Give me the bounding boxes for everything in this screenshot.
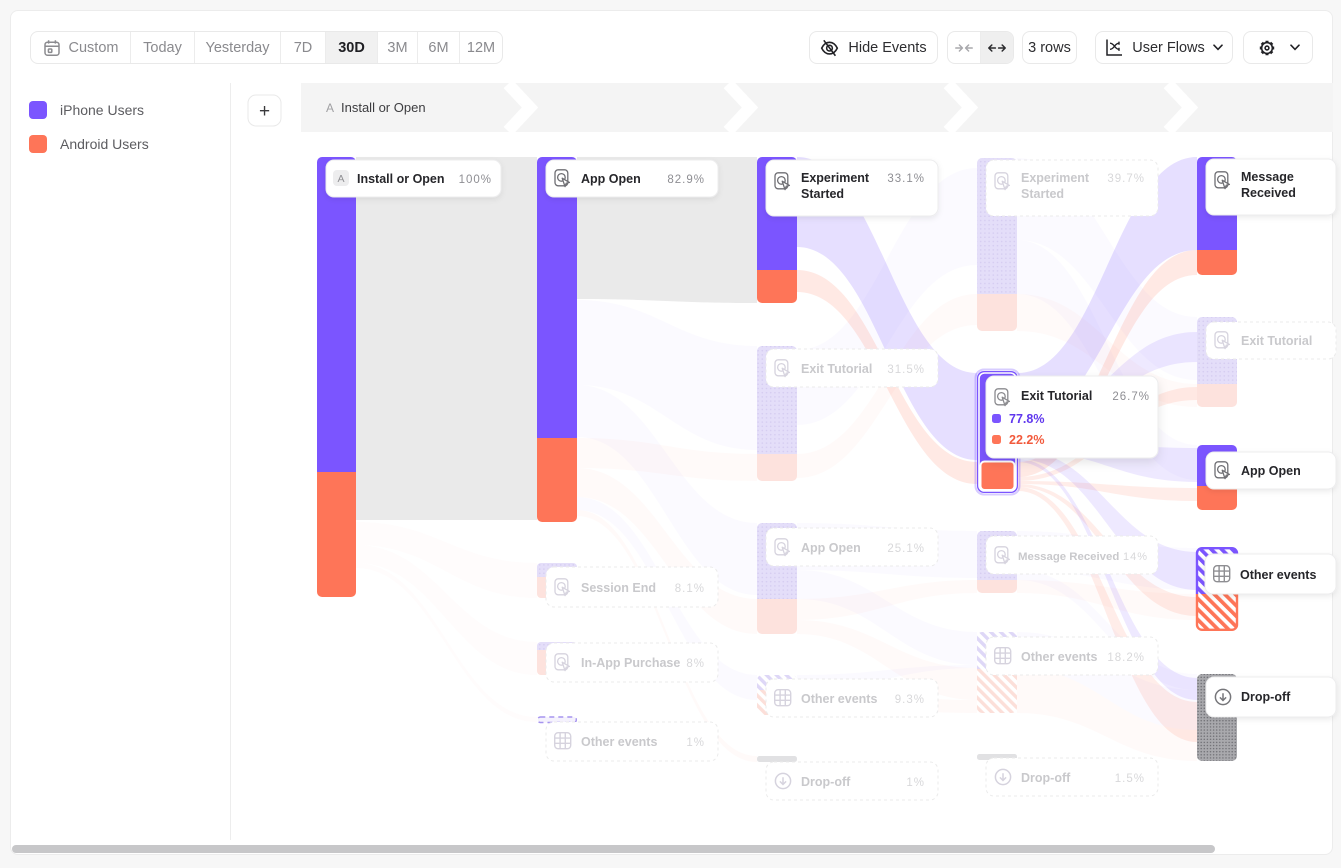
svg-text:1%: 1%: [686, 737, 705, 749]
svg-text:Received: Received: [1241, 186, 1296, 200]
svg-text:Exit Tutorial: Exit Tutorial: [1021, 389, 1092, 403]
svg-text:Message: Message: [1241, 170, 1294, 184]
svg-text:14%: 14%: [1123, 551, 1148, 563]
svg-text:Drop-off: Drop-off: [1021, 771, 1071, 785]
svg-text:Other events: Other events: [1021, 650, 1097, 664]
svg-text:1.5%: 1.5%: [1115, 773, 1145, 785]
svg-text:26.7%: 26.7%: [1112, 391, 1150, 403]
svg-text:8.1%: 8.1%: [675, 583, 705, 595]
svg-text:Experiment: Experiment: [1021, 171, 1090, 185]
svg-text:25.1%: 25.1%: [887, 543, 925, 555]
svg-text:Drop-off: Drop-off: [1241, 690, 1291, 704]
svg-text:Install or Open: Install or Open: [341, 100, 426, 115]
svg-text:A: A: [326, 101, 334, 115]
svg-text:Other events: Other events: [801, 692, 877, 706]
svg-text:77.8%: 77.8%: [1009, 412, 1044, 426]
svg-text:Started: Started: [1021, 187, 1064, 201]
svg-text:A: A: [337, 173, 344, 185]
svg-text:Other events: Other events: [581, 735, 657, 749]
svg-text:33.1%: 33.1%: [887, 173, 925, 185]
svg-text:9.3%: 9.3%: [895, 694, 925, 706]
svg-text:18.2%: 18.2%: [1107, 652, 1145, 664]
svg-text:Other events: Other events: [1240, 568, 1316, 582]
svg-text:In-App Purchase: In-App Purchase: [581, 656, 680, 670]
svg-text:Experiment: Experiment: [801, 171, 870, 185]
svg-text:App Open: App Open: [581, 172, 641, 186]
svg-text:Session End: Session End: [581, 581, 656, 595]
svg-text:Drop-off: Drop-off: [801, 775, 851, 789]
svg-text:App Open: App Open: [1241, 464, 1301, 478]
svg-text:100%: 100%: [459, 174, 492, 186]
svg-text:39.7%: 39.7%: [1107, 173, 1145, 185]
svg-text:Exit Tutorial: Exit Tutorial: [801, 362, 872, 376]
svg-text:Started: Started: [801, 187, 844, 201]
svg-text:+: +: [259, 101, 270, 122]
svg-text:Message Received: Message Received: [1018, 551, 1119, 563]
svg-text:1%: 1%: [906, 777, 925, 789]
svg-text:31.5%: 31.5%: [887, 364, 925, 376]
svg-text:8%: 8%: [686, 658, 705, 670]
svg-text:App Open: App Open: [801, 541, 861, 555]
svg-text:Install or Open: Install or Open: [357, 172, 445, 186]
svg-text:82.9%: 82.9%: [667, 174, 705, 186]
svg-text:22.2%: 22.2%: [1009, 433, 1044, 447]
svg-text:Exit Tutorial: Exit Tutorial: [1241, 334, 1312, 348]
